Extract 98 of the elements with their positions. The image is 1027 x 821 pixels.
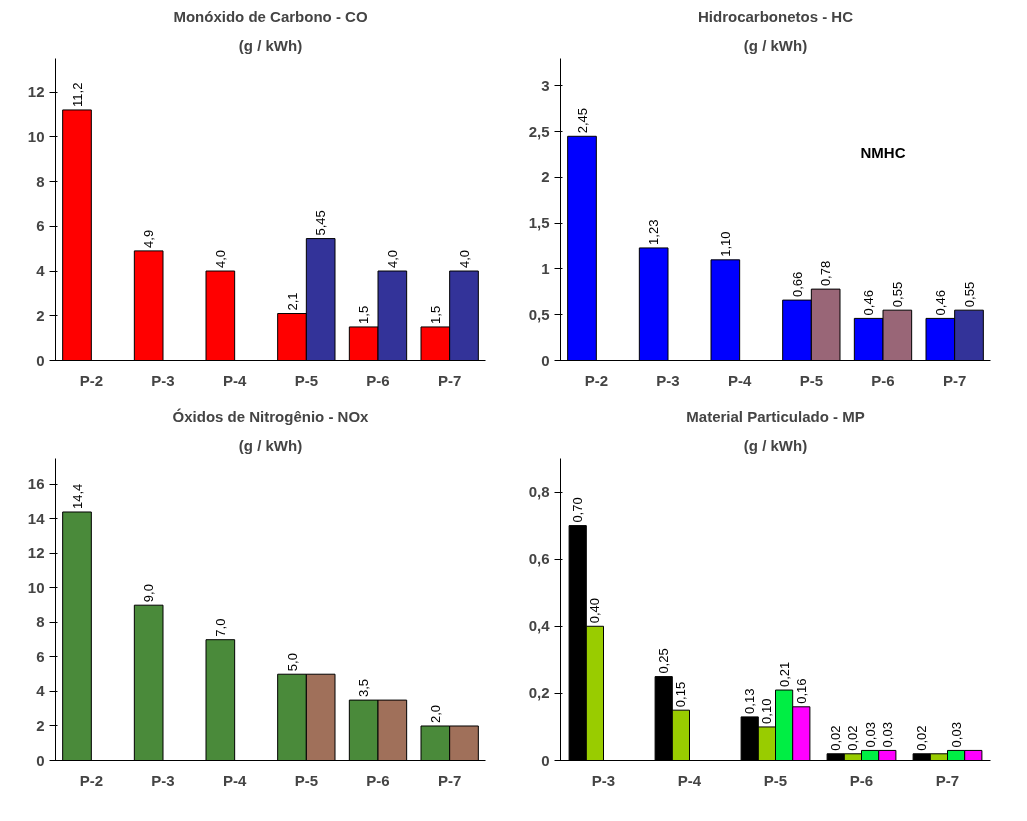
y-tick-label: 0,2	[528, 684, 550, 702]
x-tick-label: P-6	[871, 371, 895, 389]
y-tick-label: 14	[27, 509, 46, 527]
data-label: 0,10	[759, 698, 775, 724]
y-tick-label: 16	[27, 475, 45, 493]
data-label: 1,23	[646, 219, 662, 245]
y-tick-label: 12	[27, 83, 45, 101]
data-label: 0,46	[861, 290, 877, 316]
data-label: 2,1	[284, 292, 300, 311]
data-label: 0,70	[570, 497, 586, 523]
data-label: 0,15	[673, 681, 689, 708]
y-tick-label: 0,8	[528, 483, 550, 501]
y-tick-label: 0,6	[528, 550, 550, 568]
data-label: 14,4	[69, 483, 85, 509]
data-label: 1,10	[717, 231, 733, 257]
y-tick-label: 0	[541, 351, 550, 369]
x-tick-label: P-2	[79, 371, 104, 389]
data-label: 0,16	[793, 678, 809, 704]
y-tick-label: 10	[27, 578, 45, 596]
data-label: 2,45	[574, 107, 590, 134]
y-tick-label: 0,5	[528, 305, 550, 323]
data-label: 0,55	[961, 281, 977, 308]
data-label: 1,5	[356, 305, 372, 324]
annotation: NMHC	[860, 144, 906, 162]
chart-subtitle: (g / kWh)	[238, 36, 303, 54]
data-label: 9,0	[141, 584, 157, 603]
data-label: 5,45	[313, 210, 329, 236]
x-tick-label: P-6	[366, 371, 390, 389]
data-label: 0,46	[932, 290, 948, 316]
y-tick-label: 0	[36, 751, 45, 769]
chart-title: Óxidos de Nitrogênio - NOx	[172, 407, 370, 425]
x-tick-label: P-5	[763, 771, 788, 789]
x-tick-label: P-4	[223, 371, 247, 389]
data-label: 0,02	[914, 725, 930, 751]
x-tick-label: P-3	[591, 771, 616, 789]
x-tick-label: P-6	[366, 771, 390, 789]
data-label: 4,0	[212, 249, 228, 269]
y-tick-label: 1	[541, 259, 550, 277]
x-tick-label: P-6	[849, 771, 874, 789]
y-tick-label: 2	[36, 306, 45, 324]
data-label: 0,66	[789, 271, 805, 298]
data-label: 0,03	[862, 722, 878, 748]
x-tick-label: P-4	[677, 771, 702, 789]
data-label: 0,02	[845, 725, 861, 751]
x-tick-label: P-4	[728, 371, 752, 389]
y-tick-label: 2	[36, 716, 45, 734]
data-label: 11,2	[69, 82, 85, 107]
y-tick-label: 2,5	[528, 122, 550, 140]
y-tick-label: 3	[541, 76, 550, 94]
x-tick-label: P-7	[935, 771, 960, 789]
y-tick-label: 0,4	[528, 617, 551, 635]
chart-title: Monóxido de Carbono - CO	[173, 7, 368, 25]
x-tick-label: P-5	[799, 371, 824, 389]
y-tick-label: 8	[36, 613, 45, 631]
data-label: 4,0	[384, 249, 400, 269]
chart-subtitle: (g / kWh)	[743, 436, 808, 454]
chart-subtitle: (g / kWh)	[743, 36, 808, 54]
y-tick-label: 6	[36, 647, 45, 665]
x-tick-label: P-7	[943, 371, 967, 389]
x-tick-label: P-3	[151, 371, 175, 389]
data-label: 0,21	[776, 661, 792, 688]
x-tick-label: P-7	[438, 371, 462, 389]
x-tick-label: P-3	[656, 371, 680, 389]
data-label: 0,13	[742, 688, 758, 714]
data-label: 0,03	[948, 722, 964, 748]
y-tick-label: 0	[36, 351, 45, 369]
data-label: 0,55	[889, 281, 905, 308]
data-label: 0,78	[818, 260, 834, 287]
data-label: 7,0	[212, 618, 228, 637]
data-label: 5,0	[284, 653, 300, 672]
y-tick-label: 6	[36, 217, 45, 235]
data-label: 0,25	[656, 648, 672, 674]
y-tick-label: 8	[36, 172, 45, 190]
data-label: 2,0	[427, 704, 443, 723]
y-tick-label: 10	[27, 127, 45, 145]
data-label: 0,03	[879, 722, 895, 748]
data-label: 0,02	[828, 725, 844, 751]
y-tick-label: 1,5	[528, 214, 550, 232]
y-tick-label: 4	[36, 262, 46, 280]
data-label: 0,40	[587, 597, 603, 624]
x-tick-label: P-5	[294, 371, 319, 389]
y-tick-label: 4	[36, 682, 46, 700]
y-tick-label: 2	[541, 168, 550, 186]
data-label: 1,5	[427, 305, 443, 324]
x-tick-label: P-3	[151, 771, 175, 789]
data-label: 4,0	[456, 249, 472, 269]
chart-title: Material Particulado - MP	[686, 407, 865, 425]
chart-subtitle: (g / kWh)	[238, 436, 303, 454]
y-tick-label: 0	[541, 751, 550, 769]
y-tick-label: 12	[27, 544, 45, 562]
x-tick-label: P-4	[223, 771, 247, 789]
x-tick-label: P-2	[79, 771, 104, 789]
chart-title: Hidrocarbonetos - HC	[698, 7, 854, 25]
x-tick-label: P-2	[584, 371, 609, 389]
data-label: 4,9	[141, 229, 157, 248]
x-tick-label: P-5	[294, 771, 319, 789]
x-tick-label: P-7	[438, 771, 462, 789]
data-label: 3,5	[356, 679, 372, 698]
